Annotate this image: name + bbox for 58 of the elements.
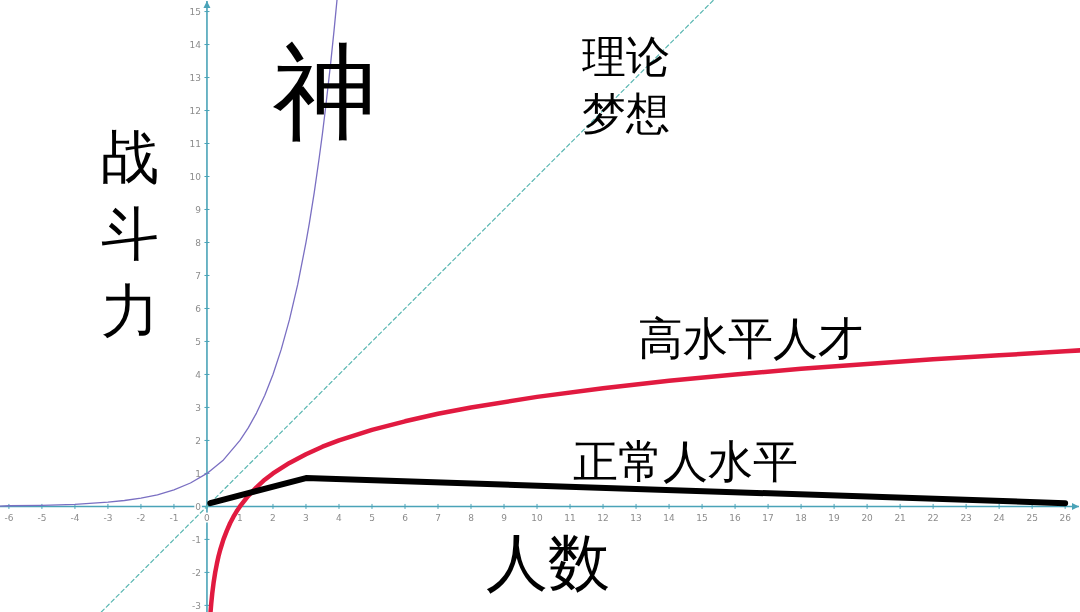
x-tick-label: 12 xyxy=(597,513,609,524)
x-tick-label: 5 xyxy=(369,513,375,524)
y-tick-label: -1 xyxy=(191,534,201,545)
y-tick-label: 15 xyxy=(189,6,201,17)
y-tick-label: 12 xyxy=(189,105,201,116)
y-tick-label: 7 xyxy=(195,270,201,281)
series-label: 神 xyxy=(273,31,377,153)
x-tick-label: 22 xyxy=(927,513,939,524)
x-tick-label: 4 xyxy=(336,513,343,524)
x-tick-label: 11 xyxy=(564,513,576,524)
y-tick-label: 2 xyxy=(195,435,201,446)
x-tick-label: 25 xyxy=(1026,513,1038,524)
x-tick-label: -3 xyxy=(103,513,113,524)
y-tick-label: 10 xyxy=(189,171,202,182)
y-axis-title: 战斗力 xyxy=(101,123,159,345)
y-tick-label: -2 xyxy=(191,567,201,578)
y-tick-label: 11 xyxy=(189,138,201,149)
x-tick-label: 21 xyxy=(894,513,906,524)
x-tick-label: 1 xyxy=(237,513,243,524)
y-tick-label: 14 xyxy=(189,39,202,50)
y-tick-label: 5 xyxy=(195,336,201,347)
x-tick-label: 20 xyxy=(861,513,874,524)
x-axis-title: 人数 xyxy=(486,526,610,599)
x-tick-label: 6 xyxy=(402,513,409,524)
series-label: 正常人水平 xyxy=(572,435,798,488)
y-tick-label: 0 xyxy=(195,501,202,512)
x-tick-label: -5 xyxy=(37,513,47,524)
y-tick-label: 13 xyxy=(189,72,201,83)
x-tick-label: 19 xyxy=(828,513,841,524)
y-tick-label: 3 xyxy=(195,402,201,413)
y-tick-label: 6 xyxy=(195,303,202,314)
x-tick-label: 13 xyxy=(630,513,642,524)
x-tick-label: 26 xyxy=(1059,513,1072,524)
x-tick-label: 18 xyxy=(795,513,808,524)
x-tick-label: 7 xyxy=(435,513,441,524)
x-tick-label: 8 xyxy=(468,513,475,524)
x-tick-label: -6 xyxy=(4,513,14,524)
x-tick-label: 15 xyxy=(696,513,708,524)
y-tick-label: 9 xyxy=(195,204,202,215)
x-tick-label: 9 xyxy=(501,513,508,524)
x-tick-label: 0 xyxy=(204,513,211,524)
series-label: 高水平人才 xyxy=(637,312,863,365)
x-tick-label: -2 xyxy=(136,513,146,524)
x-tick-label: 23 xyxy=(960,513,972,524)
x-tick-label: -4 xyxy=(70,513,80,524)
x-tick-label: 24 xyxy=(993,513,1006,524)
x-tick-label: 17 xyxy=(762,513,774,524)
x-tick-label: 2 xyxy=(270,513,276,524)
x-tick-label: 16 xyxy=(729,513,742,524)
y-tick-label: 1 xyxy=(195,468,201,479)
y-tick-label: 4 xyxy=(195,369,202,380)
x-tick-label: 10 xyxy=(531,513,544,524)
y-tick-label: 8 xyxy=(195,237,202,248)
series-label: 理论梦想 xyxy=(582,31,670,139)
x-tick-label: 3 xyxy=(303,513,309,524)
x-tick-label: 14 xyxy=(663,513,676,524)
y-tick-label: -3 xyxy=(191,600,201,611)
x-tick-label: -1 xyxy=(169,513,179,524)
